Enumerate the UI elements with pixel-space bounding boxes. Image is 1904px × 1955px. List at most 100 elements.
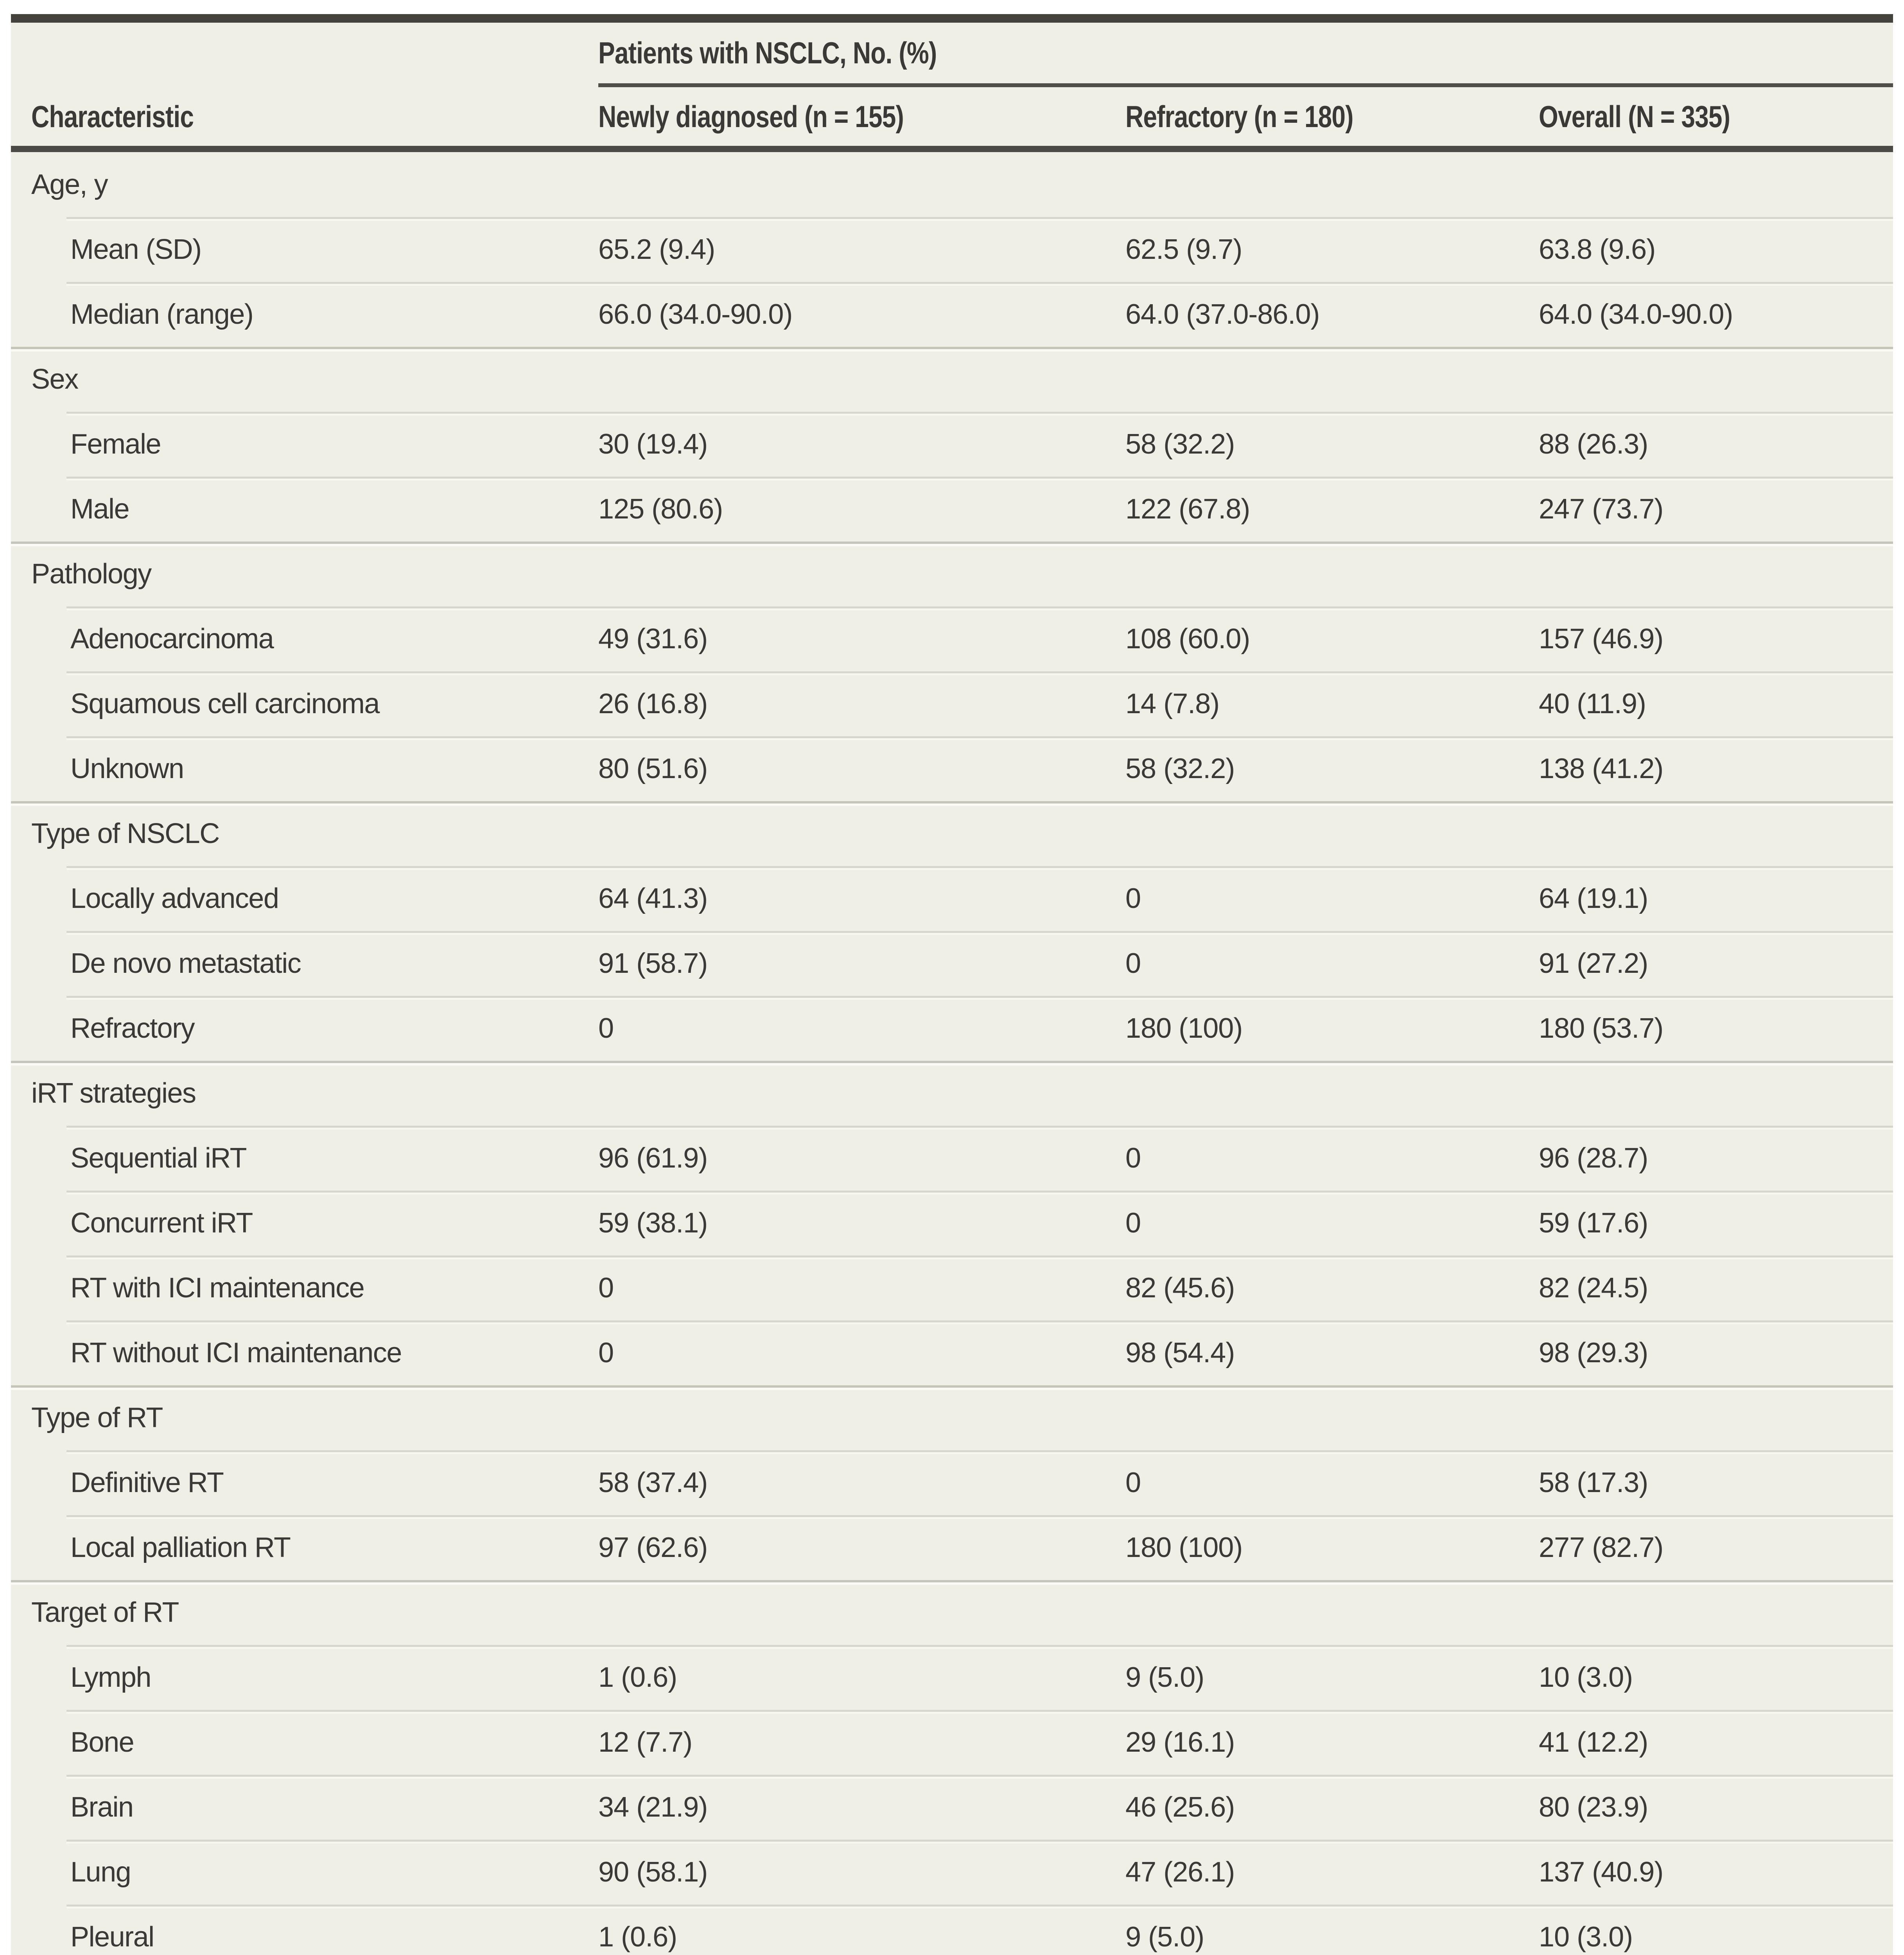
row-label: RT with ICI maintenance xyxy=(70,1272,365,1304)
row-value: 91 (27.2) xyxy=(1539,948,1648,979)
table-row: Locally advanced 64 (41.3) 0 64 (19.1) xyxy=(11,866,1893,931)
table-row: Local palliation RT 97 (62.6) 180 (100) 277… xyxy=(11,1515,1893,1580)
row-value: 88 (26.3) xyxy=(1539,429,1648,460)
row-value: 80 (51.6) xyxy=(598,753,708,784)
row-value: 82 (24.5) xyxy=(1539,1272,1648,1304)
row-value: 30 (19.4) xyxy=(598,429,708,460)
row-label: Adenocarcinoma xyxy=(70,623,274,655)
row-label: Lung xyxy=(70,1856,131,1888)
row-value: 0 xyxy=(598,1272,614,1304)
section-header-row: Target of RT xyxy=(11,1580,1893,1645)
table-row: Female 30 (19.4) 58 (32.2) 88 (26.3) xyxy=(11,412,1893,477)
section-header-row: Type of NSCLC xyxy=(11,801,1893,866)
row-value: 97 (62.6) xyxy=(598,1532,708,1563)
col-header-overall: Overall (N = 335) xyxy=(1539,99,1730,134)
row-value: 29 (16.1) xyxy=(1125,1727,1235,1758)
section-label: Type of NSCLC xyxy=(31,818,220,849)
row-value: 64.0 (34.0-90.0) xyxy=(1539,299,1733,330)
table-row: Mean (SD) 65.2 (9.4) 62.5 (9.7) 63.8 (9.6) xyxy=(11,217,1893,282)
header-rule xyxy=(11,146,1893,152)
row-label: Local palliation RT xyxy=(70,1532,291,1563)
table-row: RT with ICI maintenance 0 82 (45.6) 82 (24.… xyxy=(11,1256,1893,1320)
row-value: 63.8 (9.6) xyxy=(1539,234,1656,265)
row-value: 0 xyxy=(1125,948,1141,979)
row-value: 0 xyxy=(1125,883,1141,914)
row-value: 1 (0.6) xyxy=(598,1921,677,1953)
row-value: 58 (37.4) xyxy=(598,1467,708,1498)
table-row: De novo metastatic 91 (58.7) 0 91 (27.2) xyxy=(11,931,1893,996)
section-label: Age, y xyxy=(31,169,108,200)
row-label: Concurrent iRT xyxy=(70,1207,253,1239)
row-label: Locally advanced xyxy=(70,883,279,914)
row-value: 180 (53.7) xyxy=(1539,1013,1664,1044)
row-value: 41 (12.2) xyxy=(1539,1727,1648,1758)
row-value: 98 (29.3) xyxy=(1539,1337,1648,1368)
row-label: Unknown xyxy=(70,753,184,784)
row-value: 10 (3.0) xyxy=(1539,1662,1633,1693)
row-label: Bone xyxy=(70,1727,135,1758)
row-value: 96 (61.9) xyxy=(598,1143,708,1174)
row-value: 157 (46.9) xyxy=(1539,623,1664,655)
section-label: iRT strategies xyxy=(31,1078,196,1109)
row-value: 1 (0.6) xyxy=(598,1662,677,1693)
table-row: Adenocarcinoma 49 (31.6) 108 (60.0) 157 (46… xyxy=(11,606,1893,671)
row-label: Refractory xyxy=(70,1013,195,1044)
row-value: 12 (7.7) xyxy=(598,1727,693,1758)
row-value: 0 xyxy=(1125,1467,1141,1498)
section-header-row: Pathology xyxy=(11,542,1893,606)
table-body: Age, y Mean (SD) 65.2 (9.4) 62.5 (9.7) 63.8 … xyxy=(11,152,1893,1955)
row-value: 180 (100) xyxy=(1125,1013,1243,1044)
row-value: 59 (17.6) xyxy=(1539,1207,1648,1239)
section-header-row: Sex xyxy=(11,347,1893,412)
table-row: Pleural 1 (0.6) 9 (5.0) 10 (3.0) xyxy=(11,1905,1893,1955)
row-value: 98 (54.4) xyxy=(1125,1337,1235,1368)
row-label: De novo metastatic xyxy=(70,948,301,979)
row-value: 125 (80.6) xyxy=(598,493,723,525)
row-value: 64 (41.3) xyxy=(598,883,708,914)
row-value: 46 (25.6) xyxy=(1125,1792,1235,1823)
row-label: Squamous cell carcinoma xyxy=(70,688,380,719)
row-value: 64.0 (37.0-86.0) xyxy=(1125,299,1320,330)
section-header-row: iRT strategies xyxy=(11,1061,1893,1126)
section-label: Type of RT xyxy=(31,1402,163,1433)
row-value: 40 (11.9) xyxy=(1539,688,1646,719)
row-value: 90 (58.1) xyxy=(598,1856,708,1888)
column-header-row: Characteristic Newly diagnosed (n = 155)… xyxy=(11,87,1893,146)
row-value: 277 (82.7) xyxy=(1539,1532,1664,1563)
column-group-header: Patients with NSCLC, No. (%) xyxy=(598,36,937,70)
table-row: Concurrent iRT 59 (38.1) 0 59 (17.6) xyxy=(11,1191,1893,1256)
row-value: 96 (28.7) xyxy=(1539,1143,1648,1174)
table-row: Brain 34 (21.9) 46 (25.6) 80 (23.9) xyxy=(11,1775,1893,1840)
col-header-characteristic: Characteristic xyxy=(31,99,194,134)
column-group-cell: Patients with NSCLC, No. (%) xyxy=(598,23,1893,87)
table-row: Male 125 (80.6) 122 (67.8) 247 (73.7) xyxy=(11,477,1893,542)
row-value: 9 (5.0) xyxy=(1125,1921,1204,1953)
section-label: Pathology xyxy=(31,558,152,590)
row-value: 49 (31.6) xyxy=(598,623,708,655)
row-value: 58 (17.3) xyxy=(1539,1467,1648,1498)
col-header-newly-diagnosed: Newly diagnosed (n = 155) xyxy=(598,99,904,134)
row-value: 64 (19.1) xyxy=(1539,883,1648,914)
row-value: 82 (45.6) xyxy=(1125,1272,1235,1304)
column-group-row: Patients with NSCLC, No. (%) xyxy=(11,23,1893,87)
row-value: 137 (40.9) xyxy=(1539,1856,1664,1888)
section-label: Sex xyxy=(31,364,79,395)
row-value: 58 (32.2) xyxy=(1125,429,1235,460)
row-value: 180 (100) xyxy=(1125,1532,1243,1563)
row-value: 108 (60.0) xyxy=(1125,623,1250,655)
row-value: 0 xyxy=(598,1337,614,1368)
row-label: RT without ICI maintenance xyxy=(70,1337,402,1368)
row-label: Male xyxy=(70,493,130,525)
row-value: 34 (21.9) xyxy=(598,1792,708,1823)
table-row: Lymph 1 (0.6) 9 (5.0) 10 (3.0) xyxy=(11,1645,1893,1710)
row-value: 59 (38.1) xyxy=(598,1207,708,1239)
row-label: Definitive RT xyxy=(70,1467,224,1498)
row-value: 58 (32.2) xyxy=(1125,753,1235,784)
row-value: 122 (67.8) xyxy=(1125,493,1250,525)
table-top-rule xyxy=(11,14,1893,23)
col-header-refractory: Refractory (n = 180) xyxy=(1125,99,1353,134)
corner-cell xyxy=(11,23,598,87)
row-value: 14 (7.8) xyxy=(1125,688,1220,719)
row-value: 65.2 (9.4) xyxy=(598,234,715,265)
